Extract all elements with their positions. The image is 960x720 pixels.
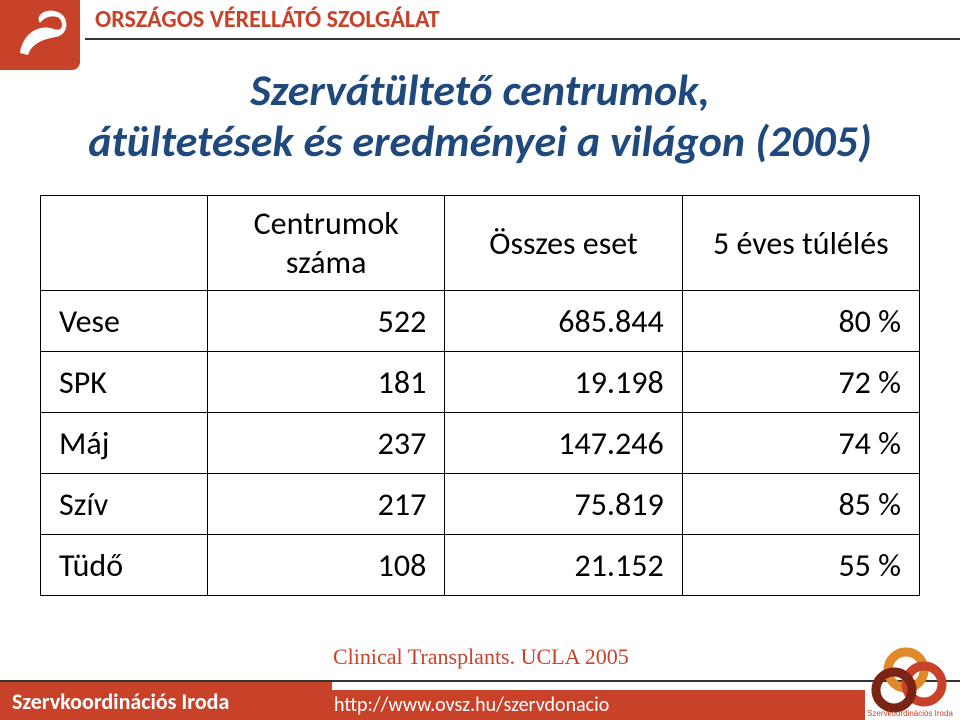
row-centers: 108 [208,535,445,596]
th-blank [41,196,208,291]
footer: Szervkoordinációs Iroda http://www.ovsz.… [0,678,960,720]
row-centers: 181 [208,352,445,413]
th-cases: Összes eset [445,196,682,291]
row-label: Vese [41,291,208,352]
row-cases: 21.152 [445,535,682,596]
row-cases: 685.844 [445,291,682,352]
org-name-bar: ORSZÁGOS VÉRELLÁTÓ SZOLGÁLAT [85,0,960,38]
data-table: Centrumok száma Összes eset 5 éves túlél… [40,195,920,596]
row-survival: 80 % [682,291,919,352]
row-survival: 72 % [682,352,919,413]
pelican-icon [10,5,70,65]
source-citation: Clinical Transplants. UCLA 2005 [333,644,629,670]
th-centers: Centrumok száma [208,196,445,291]
chain-logo-icon: Szervkoordinációs Iroda [864,640,956,718]
row-label: Tüdő [41,535,208,596]
row-survival: 55 % [682,535,919,596]
row-centers: 237 [208,413,445,474]
table-row: Máj 237 147.246 74 % [41,413,920,474]
title-line-1: Szervátültető centrumok, [0,65,960,116]
row-survival: 85 % [682,474,919,535]
table-row: Tüdő 108 21.152 55 % [41,535,920,596]
header: ORSZÁGOS VÉRELLÁTÓ SZOLGÁLAT [0,0,960,50]
row-cases: 147.246 [445,413,682,474]
footer-left: Szervkoordinációs Iroda [0,682,332,720]
row-centers: 522 [208,291,445,352]
footer-right: http://www.ovsz.hu/szervdonacio [320,690,865,720]
row-survival: 74 % [682,413,919,474]
row-label: Máj [41,413,208,474]
row-cases: 75.819 [445,474,682,535]
table-row: Vese 522 685.844 80 % [41,291,920,352]
row-label: Szív [41,474,208,535]
org-name: ORSZÁGOS VÉRELLÁTÓ SZOLGÁLAT [95,5,440,34]
table-header-row: Centrumok száma Összes eset 5 éves túlél… [41,196,920,291]
svg-text:Szervkoordinációs Iroda: Szervkoordinációs Iroda [867,709,953,718]
data-table-wrap: Centrumok száma Összes eset 5 éves túlél… [40,195,920,596]
footer-left-text: Szervkoordinációs Iroda [12,688,229,715]
row-centers: 217 [208,474,445,535]
table-row: SPK 181 19.198 72 % [41,352,920,413]
header-divider [85,38,960,40]
row-cases: 19.198 [445,352,682,413]
th-survival: 5 éves túlélés [682,196,919,291]
footer-url: http://www.ovsz.hu/szervdonacio [334,693,609,717]
table-row: Szív 217 75.819 85 % [41,474,920,535]
footer-logo: Szervkoordinációs Iroda [864,640,956,718]
row-label: SPK [41,352,208,413]
slide-title: Szervátültető centrumok, átültetések és … [0,65,960,166]
title-line-2: átültetések és eredményei a világon (200… [0,116,960,167]
pelican-logo [0,0,80,70]
